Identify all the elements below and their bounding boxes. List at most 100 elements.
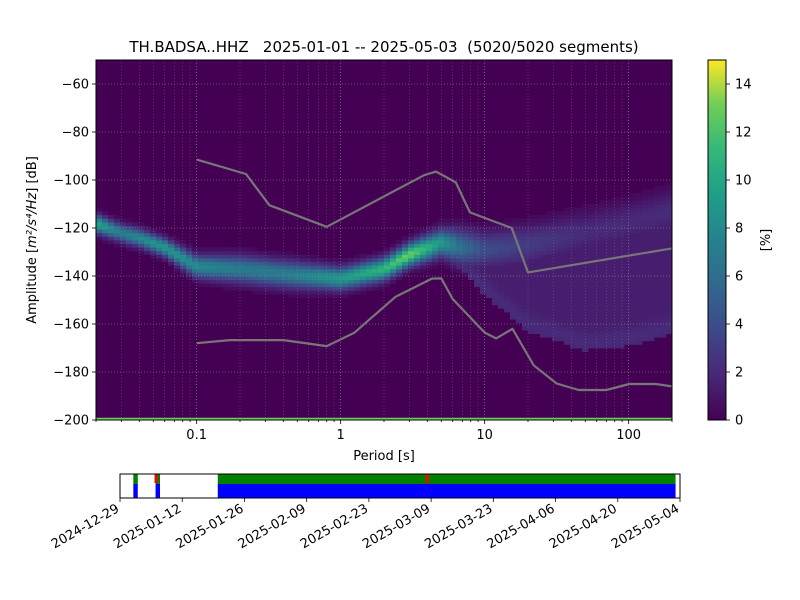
heatmap-cell [138,229,145,234]
heatmap-cell [546,214,553,219]
heatmap-cell [582,294,589,298]
heatmap-cell [384,276,391,280]
heatmap-cell [558,308,565,313]
heatmap-cell [576,222,583,226]
heatmap-cell [642,330,649,334]
heatmap-cell [504,218,511,223]
heatmap-cell [636,214,643,219]
heatmap-cell [624,312,631,316]
heatmap-cell [252,276,259,280]
heatmap-cell [408,240,415,244]
heatmap-cell [234,265,241,270]
timeline-tick-label: 2025-01-26 [174,501,247,552]
heatmap-cell [576,272,583,277]
heatmap-cell [474,247,481,252]
heatmap-cell [660,268,667,273]
heatmap-cell [330,294,337,298]
heatmap-cell [594,214,601,219]
heatmap-cell [486,258,493,262]
heatmap-cell [270,254,277,259]
heatmap-cell [474,276,481,280]
heatmap-cell [540,250,547,255]
heatmap-cell [360,272,367,277]
heatmap-cell [432,236,439,241]
heatmap-cell [228,283,235,288]
heatmap-cell [468,276,475,280]
heatmap-cell [156,258,163,262]
heatmap-cell [414,265,421,270]
heatmap-cell [630,207,637,212]
heatmap-cell [612,236,619,241]
heatmap-cell [648,240,655,244]
heatmap-cell [654,297,661,302]
heatmap-cell [618,250,625,255]
heatmap-cell [582,254,589,259]
heatmap-cell [342,268,349,273]
heatmap-cell [510,240,517,244]
heatmap-cell [192,268,199,273]
heatmap-cell [636,207,643,212]
heatmap-cell [624,308,631,313]
heatmap-cell [612,297,619,302]
heatmap-cell [522,286,529,291]
heatmap-cell [648,304,655,309]
coverage-block [155,474,160,484]
heatmap-cell [276,261,283,266]
heatmap-cell [528,312,535,316]
heatmap-cell [594,297,601,302]
heatmap-cell [624,290,631,295]
heatmap-cell [528,294,535,298]
heatmap-cell [600,211,607,216]
heatmap-cell [576,211,583,216]
heatmap-cell [240,261,247,266]
heatmap-cell [150,240,157,244]
heatmap-cell [486,279,493,284]
heatmap-cell [270,283,277,288]
heatmap-cell [588,258,595,262]
heatmap-cell [648,290,655,295]
heatmap-cell [234,276,241,280]
heatmap-cell [624,232,631,237]
heatmap-cell [576,301,583,306]
heatmap-cell [588,279,595,284]
heatmap-cell [660,243,667,248]
heatmap-cell [222,258,229,262]
heatmap-cell [606,290,613,295]
heatmap-cell [156,243,163,248]
heatmap-cell [150,254,157,259]
heatmap-cell [564,236,571,241]
heatmap-cell [564,272,571,277]
heatmap-cell [654,240,661,244]
heatmap-cell [492,286,499,291]
heatmap-cell [666,301,672,306]
heatmap-cell [348,279,355,284]
heatmap-cell [642,312,649,316]
heatmap-cell [228,276,235,280]
heatmap-cell [474,240,481,244]
heatmap-cell [636,322,643,327]
heatmap-cell [600,268,607,273]
heatmap-cell [114,222,121,226]
heatmap-cell [510,218,517,223]
heatmap-cell [600,290,607,295]
heatmap-cell [558,279,565,284]
heatmap-cell [654,294,661,298]
heatmap-cell [510,312,517,316]
heatmap-cell [528,247,535,252]
heatmap-cell [576,268,583,273]
heatmap-cell [126,222,133,226]
timeline-tick-label: 2025-04-20 [547,501,620,552]
heatmap-cell [408,243,415,248]
heatmap-cell [588,218,595,223]
heatmap-cell [528,297,535,302]
heatmap-cell [624,211,631,216]
heatmap-cell [654,232,661,237]
heatmap-cell [624,207,631,212]
heatmap-cell [258,286,265,291]
heatmap-cell [552,294,559,298]
heatmap-cell [630,193,637,198]
heatmap-cell [570,340,577,345]
heatmap-cell [606,337,613,342]
heatmap-cell [654,229,661,234]
heatmap-cell [600,340,607,345]
